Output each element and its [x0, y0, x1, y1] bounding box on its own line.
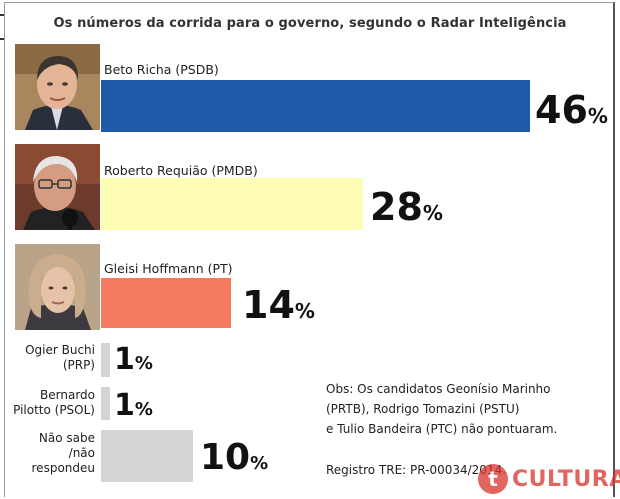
- candidate-name-bernardo-pilotto: Bernardo Pilotto (PSOL): [10, 388, 95, 418]
- candidate-name-gleisi-hoffmann: Gleisi Hoffmann (PT): [104, 261, 233, 276]
- candidate-photo-beto-richa: [15, 44, 100, 130]
- bar-ogier-buchi: [101, 343, 110, 377]
- value-label-ogier-buchi: 1%: [114, 342, 153, 377]
- cultura-logo-icon: t: [478, 464, 508, 494]
- chart-frame: [4, 2, 615, 497]
- observation-note: Obs: Os candidatos Geonísio Marinho (PRT…: [326, 379, 606, 439]
- chart-title: Os números da corrida para o governo, se…: [53, 16, 567, 31]
- candidate-name-nao-sabe: Não sabe /não respondeu: [10, 431, 95, 476]
- obs-line: Obs: Os candidatos Geonísio Marinho: [326, 382, 551, 396]
- obs-line: (PRTB), Rodrigo Tomazini (PSTU): [326, 402, 520, 416]
- candidate-name-beto-richa: Beto Richa (PSDB): [104, 62, 219, 77]
- candidate-photo-roberto-requiao: [15, 144, 100, 230]
- obs-line: e Tulio Bandeira (PTC) não pontuaram.: [326, 422, 558, 436]
- candidate-name-ogier-buchi: Ogier Buchi (PRP): [10, 343, 95, 373]
- value-label-nao-sabe: 10%: [200, 437, 269, 478]
- bar-beto-richa: [101, 80, 530, 132]
- cultura-logo-text: CULTURA: [512, 466, 620, 492]
- bar-bernardo-pilotto: [101, 387, 110, 420]
- candidate-name-roberto-requiao: Roberto Requião (PMDB): [104, 163, 258, 178]
- value-label-bernardo-pilotto: 1%: [114, 388, 153, 423]
- name-line: Pilotto (PSOL): [13, 403, 95, 417]
- registro-tre: Registro TRE: PR-00034/2014.: [326, 463, 507, 477]
- frame-corner-mark: [0, 14, 4, 40]
- value-label-roberto-requiao: 28%: [370, 185, 443, 229]
- candidate-photo-gleisi-hoffmann: [15, 244, 100, 330]
- name-line: (PRP): [62, 358, 95, 372]
- value-label-gleisi-hoffmann: 14%: [242, 283, 315, 327]
- name-line: Bernardo: [40, 388, 95, 402]
- bar-gleisi-hoffmann: [101, 278, 231, 328]
- bar-roberto-requiao: [101, 178, 363, 230]
- name-line: Não sabe: [38, 431, 95, 445]
- cultura-logo: t CULTURA: [478, 464, 620, 494]
- name-line: /não: [68, 446, 95, 460]
- value-label-beto-richa: 46%: [535, 88, 608, 132]
- name-line: respondeu: [31, 461, 95, 475]
- bar-nao-sabe: [101, 430, 193, 482]
- name-line: Ogier Buchi: [25, 343, 95, 357]
